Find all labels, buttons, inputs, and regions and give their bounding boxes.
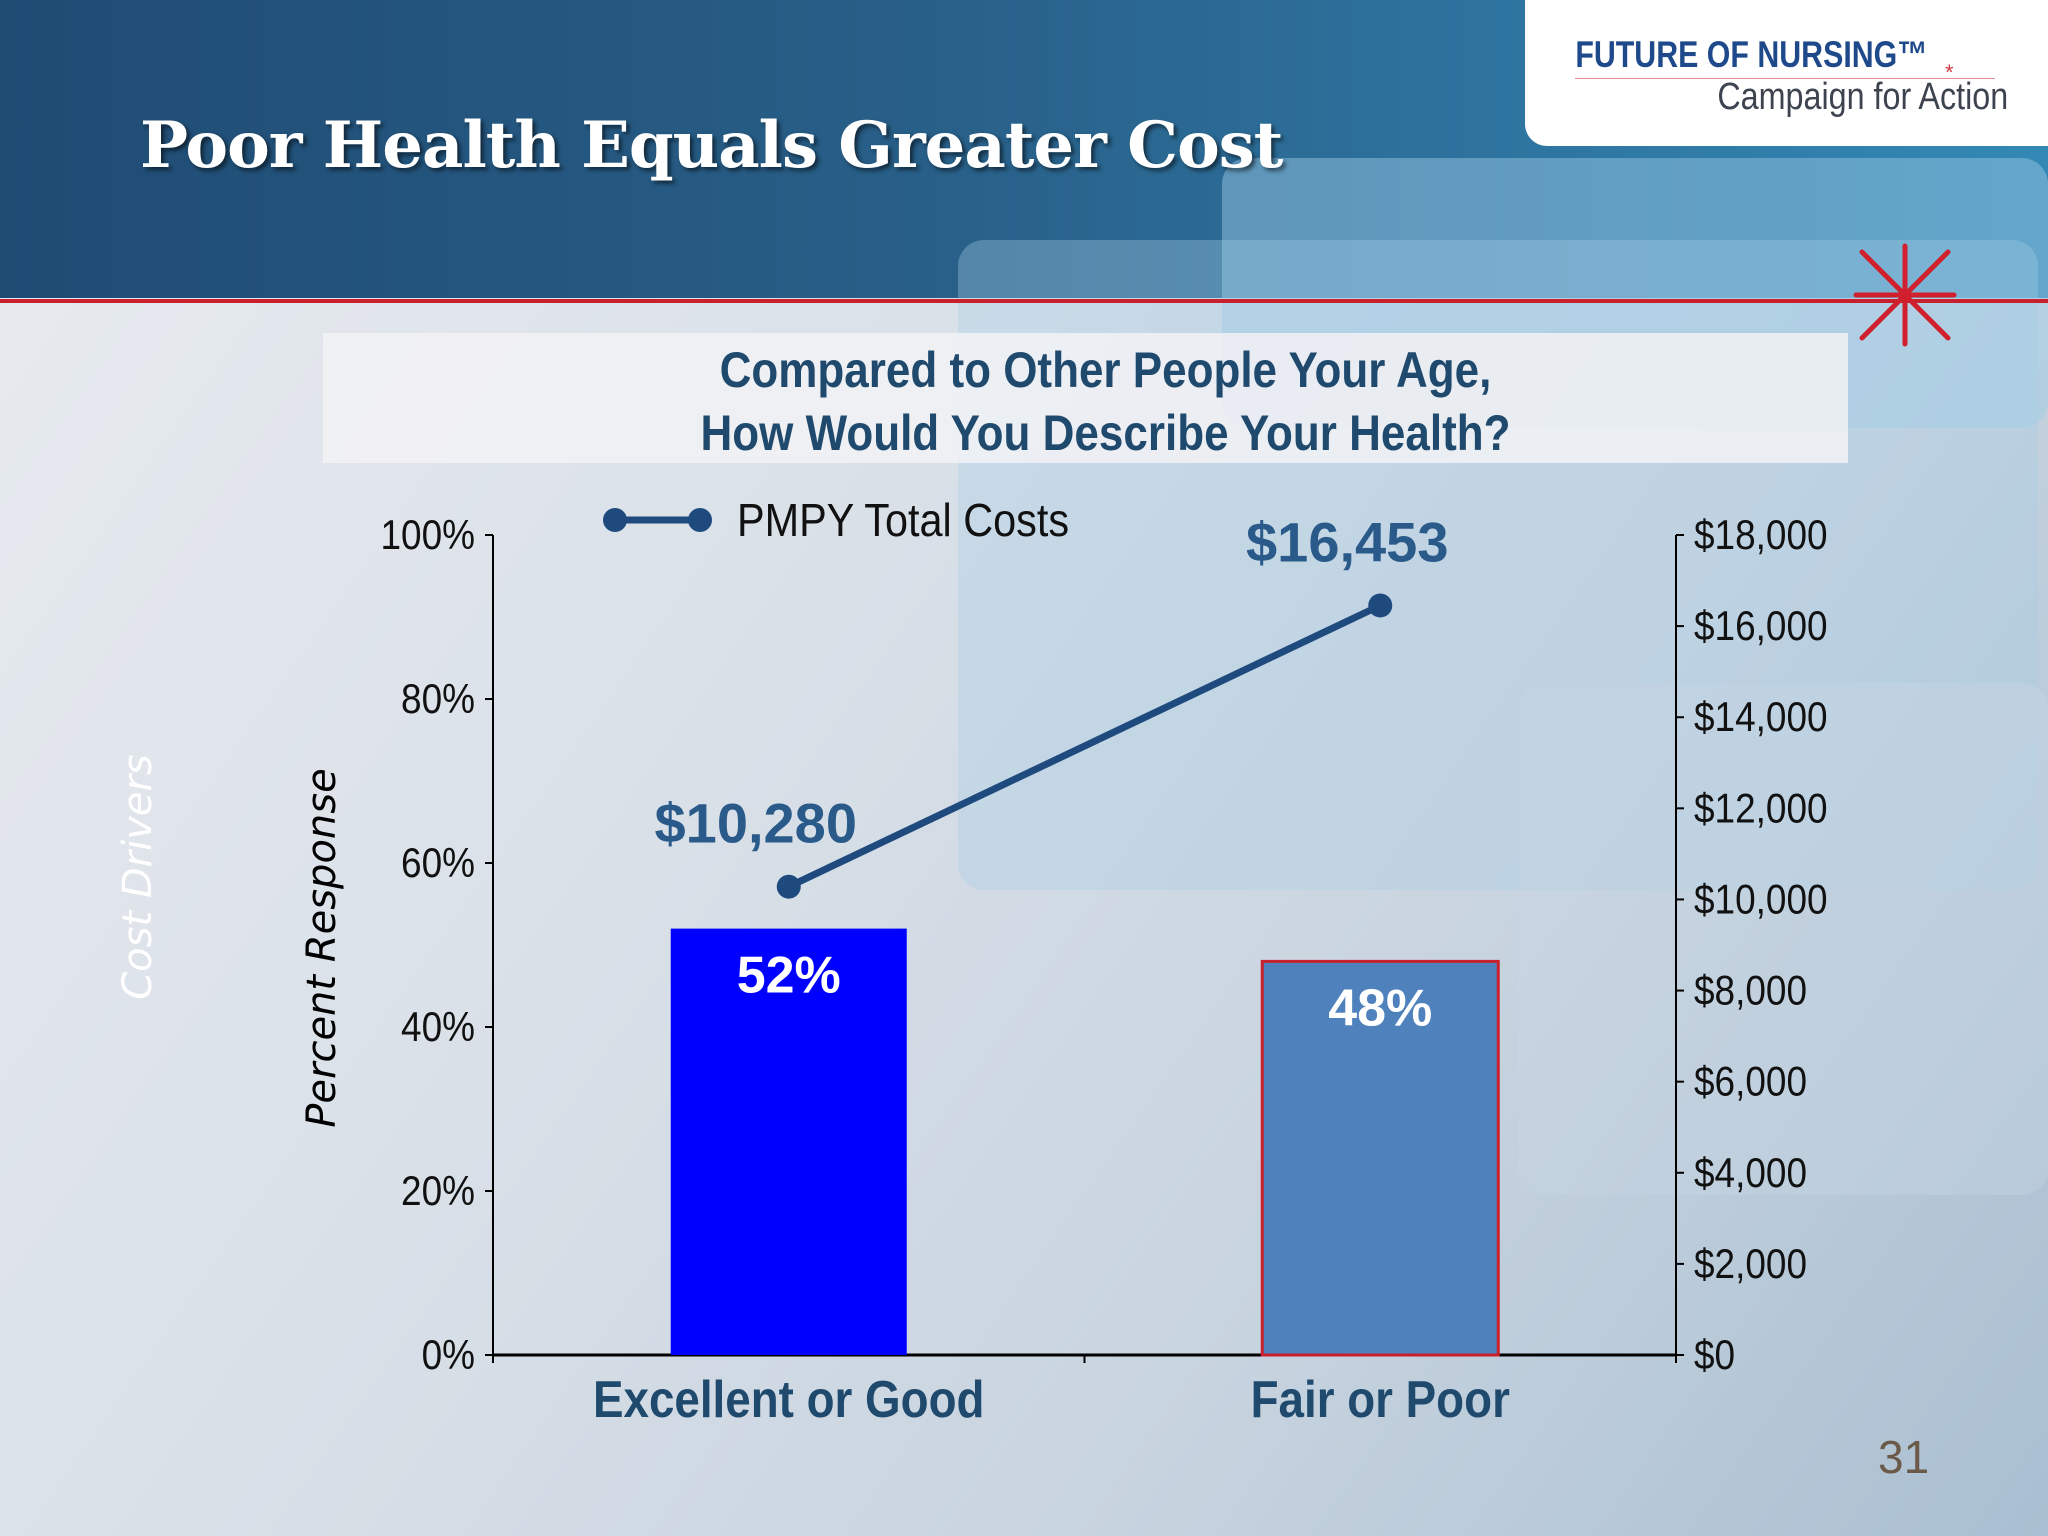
y-tick-label: 60% bbox=[401, 840, 475, 887]
chart-title-line-2: How Would You Describe Your Health? bbox=[700, 405, 1511, 461]
y2-tick-label: $0 bbox=[1694, 1332, 1735, 1379]
y-tick-label: 80% bbox=[401, 676, 475, 723]
y2-tick-label: $10,000 bbox=[1694, 876, 1828, 923]
decorative-panel bbox=[1518, 683, 2048, 1195]
y2-tick-label: $12,000 bbox=[1694, 785, 1828, 832]
logo-divider bbox=[1575, 78, 1995, 79]
logo-star-icon: * bbox=[1945, 60, 1954, 85]
y-tick-label: 20% bbox=[401, 1168, 475, 1215]
line-data-label: $10,280 bbox=[655, 792, 857, 855]
y2-tick-label: $4,000 bbox=[1694, 1150, 1807, 1197]
bar-data-label: 48% bbox=[1328, 979, 1432, 1037]
y2-tick-label: $2,000 bbox=[1694, 1241, 1807, 1288]
line-point bbox=[1368, 593, 1393, 618]
legend-marker bbox=[603, 508, 627, 532]
logo-tagline: Campaign for Action bbox=[1717, 76, 2008, 118]
header-divider bbox=[0, 299, 2048, 303]
y-tick-label: 40% bbox=[401, 1004, 475, 1051]
chart-title-line-1: Compared to Other People Your Age, bbox=[719, 342, 1492, 398]
legend-label: PMPY Total Costs bbox=[737, 495, 1069, 547]
slide-title: Poor Health Equals Greater Cost bbox=[140, 108, 1283, 183]
line-data-label: $16,453 bbox=[1246, 510, 1448, 573]
y-tick-label: 100% bbox=[380, 512, 475, 559]
y2-tick-label: $14,000 bbox=[1694, 694, 1828, 741]
line-point bbox=[776, 874, 801, 899]
logo-wordmark: FUTURE OF NURSING™ bbox=[1575, 34, 1928, 75]
legend-marker bbox=[688, 508, 712, 532]
y2-tick-label: $18,000 bbox=[1694, 512, 1828, 559]
y-tick-label: 0% bbox=[422, 1332, 475, 1379]
line-series bbox=[787, 602, 1382, 890]
chart-title-box: Compared to Other People Your Age, How W… bbox=[323, 333, 1848, 463]
y2-tick-label: $16,000 bbox=[1694, 603, 1828, 650]
page-number: 31 bbox=[1878, 1431, 1930, 1483]
bar bbox=[670, 928, 907, 1355]
logo: FUTURE OF NURSING™ Campaign for Action * bbox=[1525, 0, 2048, 146]
x-tick-label: Fair or Poor bbox=[1251, 1371, 1510, 1428]
bar-data-label: 52% bbox=[737, 947, 841, 1005]
bar bbox=[1260, 959, 1500, 1357]
y2-tick-label: $8,000 bbox=[1694, 967, 1807, 1014]
y2-tick-label: $6,000 bbox=[1694, 1059, 1807, 1106]
x-tick-label: Excellent or Good bbox=[593, 1371, 985, 1428]
asterisk-icon bbox=[1853, 243, 1957, 347]
